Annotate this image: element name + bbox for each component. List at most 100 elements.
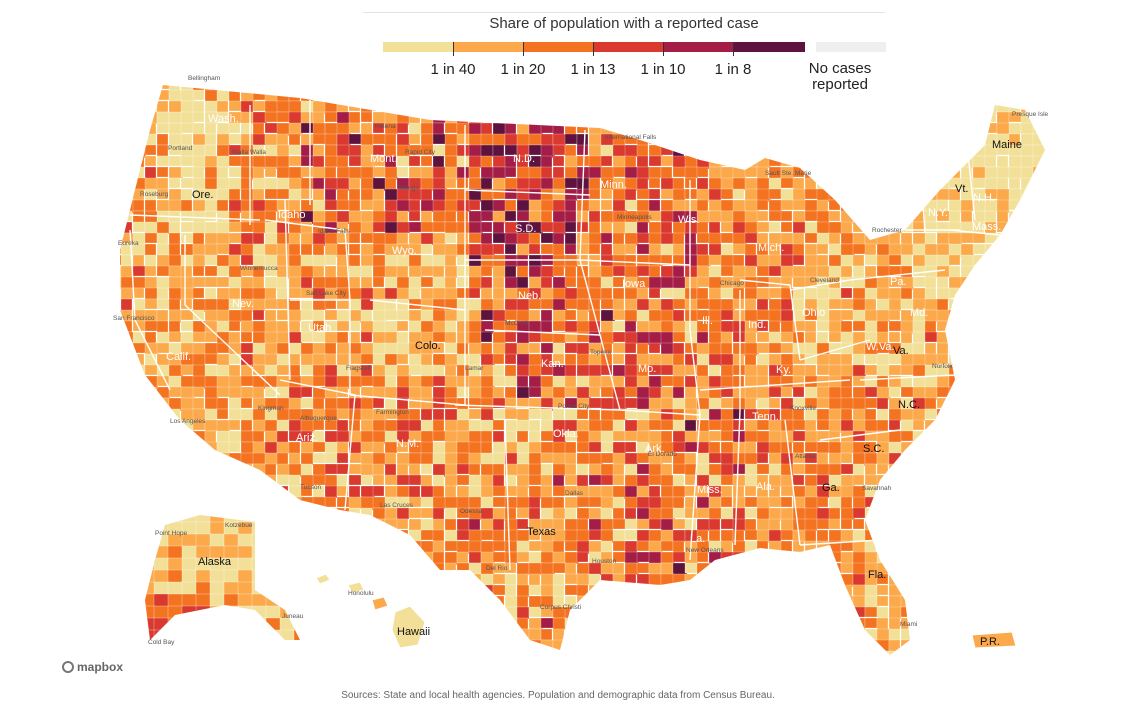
county-cell[interactable] [636,562,650,574]
county-cell[interactable] [612,298,625,311]
county-cell[interactable] [1032,474,1046,487]
county-cell[interactable] [312,650,326,661]
county-cell[interactable] [864,265,877,278]
county-cell[interactable] [216,144,230,158]
county-cell[interactable] [804,122,817,135]
county-cell[interactable] [912,540,926,554]
county-cell[interactable] [180,452,193,466]
county-cell[interactable] [480,144,494,158]
county-cell[interactable] [432,342,445,354]
county-cell[interactable] [109,210,124,223]
county-cell[interactable] [420,584,434,599]
county-cell[interactable] [528,320,542,333]
county-cell[interactable] [252,642,267,655]
county-cell[interactable] [1044,254,1056,269]
county-cell[interactable] [972,397,985,411]
county-cell[interactable] [360,265,373,279]
county-cell[interactable] [996,177,1009,191]
county-cell[interactable] [780,199,795,211]
county-cell[interactable] [300,386,313,398]
county-cell[interactable] [153,617,170,632]
county-cell[interactable] [372,122,385,134]
county-cell[interactable] [876,408,889,421]
county-cell[interactable] [204,628,219,640]
county-cell[interactable] [780,309,795,323]
county-cell[interactable] [937,662,950,672]
county-cell[interactable] [396,320,409,332]
county-cell[interactable] [156,287,169,300]
county-cell[interactable] [996,408,1009,423]
county-cell[interactable] [444,177,457,189]
county-cell[interactable] [168,298,181,311]
county-cell[interactable] [468,122,482,136]
county-cell[interactable] [540,342,554,354]
county-cell[interactable] [252,507,267,519]
county-cell[interactable] [312,79,327,90]
county-cell[interactable] [180,441,195,455]
county-cell[interactable] [120,166,133,179]
county-cell[interactable] [913,662,926,675]
county-cell[interactable] [1044,133,1058,148]
county-cell[interactable] [984,265,997,278]
county-cell[interactable] [708,518,721,531]
county-cell[interactable] [168,650,181,661]
county-cell[interactable] [192,485,206,498]
county-cell[interactable] [1032,551,1047,565]
county-cell[interactable] [672,133,687,148]
county-cell[interactable] [288,518,303,533]
county-cell[interactable] [984,155,997,168]
county-cell[interactable] [228,320,241,332]
county-cell[interactable] [301,662,314,672]
county-cell[interactable] [360,397,374,411]
county-cell[interactable] [660,540,674,552]
county-cell[interactable] [576,628,591,641]
county-cell[interactable] [612,243,627,256]
county-cell[interactable] [852,408,867,421]
county-cell[interactable] [864,243,877,256]
county-cell[interactable] [324,155,339,168]
county-cell[interactable] [109,111,121,126]
county-cell[interactable] [924,122,940,137]
county-cell[interactable] [336,562,349,575]
county-cell[interactable] [852,540,866,554]
county-cell[interactable] [180,430,194,445]
county-cell[interactable] [279,521,296,536]
county-cell[interactable] [192,309,205,321]
county-cell[interactable] [144,375,159,389]
county-cell[interactable] [144,507,159,519]
county-cell[interactable] [840,639,854,651]
county-cell[interactable] [984,408,997,420]
county-cell[interactable] [168,254,182,267]
county-cell[interactable] [252,188,265,202]
county-cell[interactable] [876,155,891,168]
county-cell[interactable] [432,529,445,542]
county-cell[interactable] [924,155,940,168]
county-cell[interactable] [996,529,1009,541]
county-cell[interactable] [324,540,340,552]
county-cell[interactable] [168,463,182,476]
county-cell[interactable] [336,595,352,609]
county-cell[interactable] [924,331,938,343]
county-cell[interactable] [264,188,279,200]
county-cell[interactable] [264,320,278,334]
county-cell[interactable] [696,650,712,661]
county-cell[interactable] [348,177,361,190]
county-cell[interactable] [660,79,673,93]
county-cell[interactable] [132,529,145,543]
county-cell[interactable] [876,89,890,102]
county-cell[interactable] [132,452,148,466]
county-cell[interactable] [660,452,673,464]
county-cell[interactable] [444,254,457,267]
county-cell[interactable] [1032,375,1045,389]
county-cell[interactable] [492,650,505,661]
county-cell[interactable] [672,529,686,543]
county-cell[interactable] [768,199,783,212]
county-cell[interactable] [420,452,434,465]
county-cell[interactable] [792,628,807,641]
county-cell[interactable] [204,485,220,499]
county-cell[interactable] [1020,188,1033,201]
county-cell[interactable] [552,89,567,102]
county-cell[interactable] [1008,375,1024,387]
county-cell[interactable] [540,79,555,93]
county-cell[interactable] [912,452,928,467]
